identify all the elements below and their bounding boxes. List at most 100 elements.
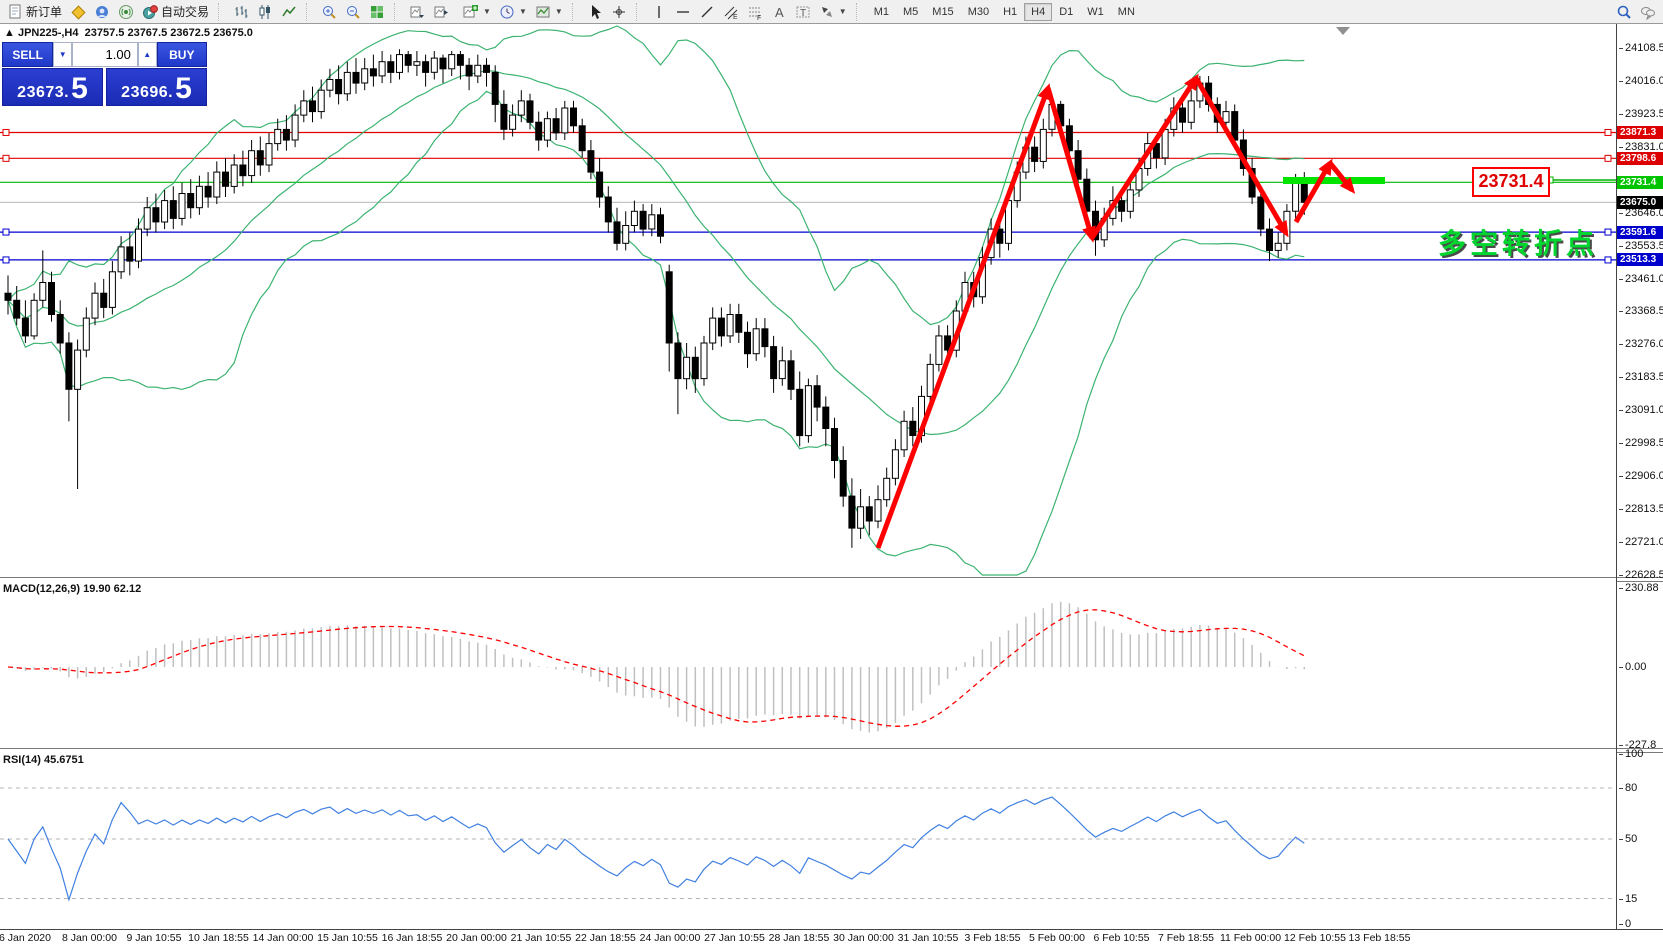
signals-button[interactable] (114, 3, 138, 21)
clock-icon (499, 4, 515, 20)
price-tag: 23513.3 (1617, 253, 1663, 266)
bar-chart-button[interactable] (229, 3, 253, 21)
timeframe-button-M30[interactable]: M30 (967, 5, 990, 18)
equidistant-channel-button[interactable]: E (719, 3, 743, 21)
line-handle[interactable] (1604, 256, 1612, 264)
line-handle[interactable] (2, 256, 10, 264)
candle-body (639, 210, 647, 230)
main-chart-panel[interactable] (0, 24, 1616, 577)
candle-body (813, 385, 821, 408)
time-label: 6 Feb 10:55 (1093, 932, 1150, 944)
line-handle[interactable] (1604, 154, 1612, 162)
line-handle[interactable] (2, 128, 10, 136)
zoom-in-button[interactable] (317, 3, 341, 21)
candle-body (30, 299, 38, 337)
buy-price-button[interactable]: 23696 . 5 (106, 68, 207, 106)
trendline-button[interactable] (695, 3, 719, 21)
svg-text:A: A (775, 5, 784, 20)
fibonacci-button[interactable]: F (743, 3, 767, 21)
bar-chart-icon (233, 4, 249, 20)
trend-arrow[interactable] (1089, 73, 1199, 240)
vertical-line-button[interactable] (647, 3, 671, 21)
toolbar-separator (306, 2, 312, 21)
timeframe-button-H4[interactable]: H4 (1024, 2, 1053, 21)
text-label-button[interactable]: T (791, 3, 815, 21)
sell-button[interactable]: SELL (2, 42, 54, 67)
candle-body (239, 164, 247, 177)
volume-decrease-button[interactable]: ▼ (53, 42, 73, 67)
volume-input[interactable]: 1.00 (72, 42, 138, 67)
mql-market-button[interactable] (66, 3, 90, 21)
time-label: 22 Jan 18:55 (575, 932, 636, 944)
price-callout-box[interactable]: 23731.4 (1472, 167, 1550, 197)
cursor-button[interactable] (583, 3, 607, 21)
candle-body (561, 107, 569, 134)
trend-arrow[interactable] (1193, 76, 1289, 238)
cn-annotation-text[interactable]: 多空转折点 (1438, 228, 1599, 259)
search-button[interactable] (1612, 3, 1636, 21)
rsi-panel[interactable] (0, 751, 1616, 929)
candle-body (230, 164, 238, 187)
highlight-level-bar[interactable] (1283, 177, 1385, 184)
line-handle[interactable] (1604, 128, 1612, 136)
macd-panel[interactable] (0, 580, 1616, 748)
candle-body (117, 246, 125, 273)
candle-body (700, 342, 708, 380)
indicators-button[interactable]: ▼ (459, 3, 495, 21)
new-order-button[interactable]: 新订单 (3, 2, 66, 21)
collapse-triangle-icon[interactable]: ▲ (4, 27, 18, 39)
trend-arrow[interactable] (1045, 87, 1096, 243)
templates-button[interactable]: ▼ (531, 3, 567, 21)
candle-body (1231, 111, 1239, 141)
line-handle[interactable] (1604, 228, 1612, 236)
crosshair-button[interactable] (607, 3, 631, 21)
timeframe-button-M15[interactable]: M15 (932, 5, 954, 18)
candlestick-chart-button[interactable] (253, 3, 277, 21)
buy-button[interactable]: BUY (156, 42, 207, 67)
auto-scroll-button[interactable] (405, 3, 429, 21)
line-chart-button[interactable] (277, 3, 301, 21)
candle-body (326, 79, 334, 91)
periods-button[interactable]: ▼ (495, 3, 531, 21)
volume-increase-button[interactable]: ▲ (137, 42, 157, 67)
community-button[interactable] (90, 3, 114, 21)
autotrading-button[interactable]: 自动交易 (138, 2, 213, 21)
timeframe-button-W1[interactable]: W1 (1087, 5, 1104, 18)
macd-label: MACD(12,26,9) 19.90 62.12 (3, 583, 142, 595)
timeframe-button-MN[interactable]: MN (1117, 5, 1135, 18)
candle-body (752, 328, 760, 355)
candle-body (857, 506, 865, 529)
line-handle[interactable] (2, 228, 10, 236)
chart-shift-marker[interactable] (1336, 27, 1350, 35)
candle-body (422, 61, 430, 73)
candle-body (56, 314, 64, 344)
candle-body (404, 54, 412, 66)
text-button[interactable]: A (767, 3, 791, 21)
rsi-axis-label: 0 (1619, 918, 1631, 930)
timeframe-button-D1[interactable]: D1 (1059, 5, 1074, 18)
candle-body (526, 100, 534, 123)
candle-body (500, 103, 508, 130)
timeframe-button-M1[interactable]: M1 (873, 5, 889, 18)
timeframe-button-M5[interactable]: M5 (903, 5, 919, 18)
candle-body (1257, 196, 1265, 230)
tile-windows-button[interactable] (365, 3, 389, 21)
price-tick: 23923.5 (1619, 108, 1663, 120)
sell-price-button[interactable]: 23673 . 5 (2, 68, 103, 106)
chat-button[interactable] (1636, 3, 1660, 21)
candle-body (831, 428, 838, 461)
horizontal-line-button[interactable] (671, 3, 695, 21)
candle-body (108, 271, 116, 308)
line-handle[interactable] (2, 154, 10, 162)
candle-body (135, 228, 142, 262)
trend-arrow[interactable] (1328, 161, 1356, 194)
price-tick: 23091.0 (1619, 404, 1663, 416)
chart-shift-button[interactable] (429, 3, 453, 21)
candle-body (839, 460, 847, 497)
zoom-out-button[interactable] (341, 3, 365, 21)
candle-body (65, 342, 73, 390)
arrows-button[interactable]: ▼ (815, 3, 851, 21)
trend-arrow[interactable] (1293, 158, 1333, 224)
trend-arrow[interactable] (875, 83, 1051, 549)
timeframe-button-H1[interactable]: H1 (1003, 5, 1018, 18)
